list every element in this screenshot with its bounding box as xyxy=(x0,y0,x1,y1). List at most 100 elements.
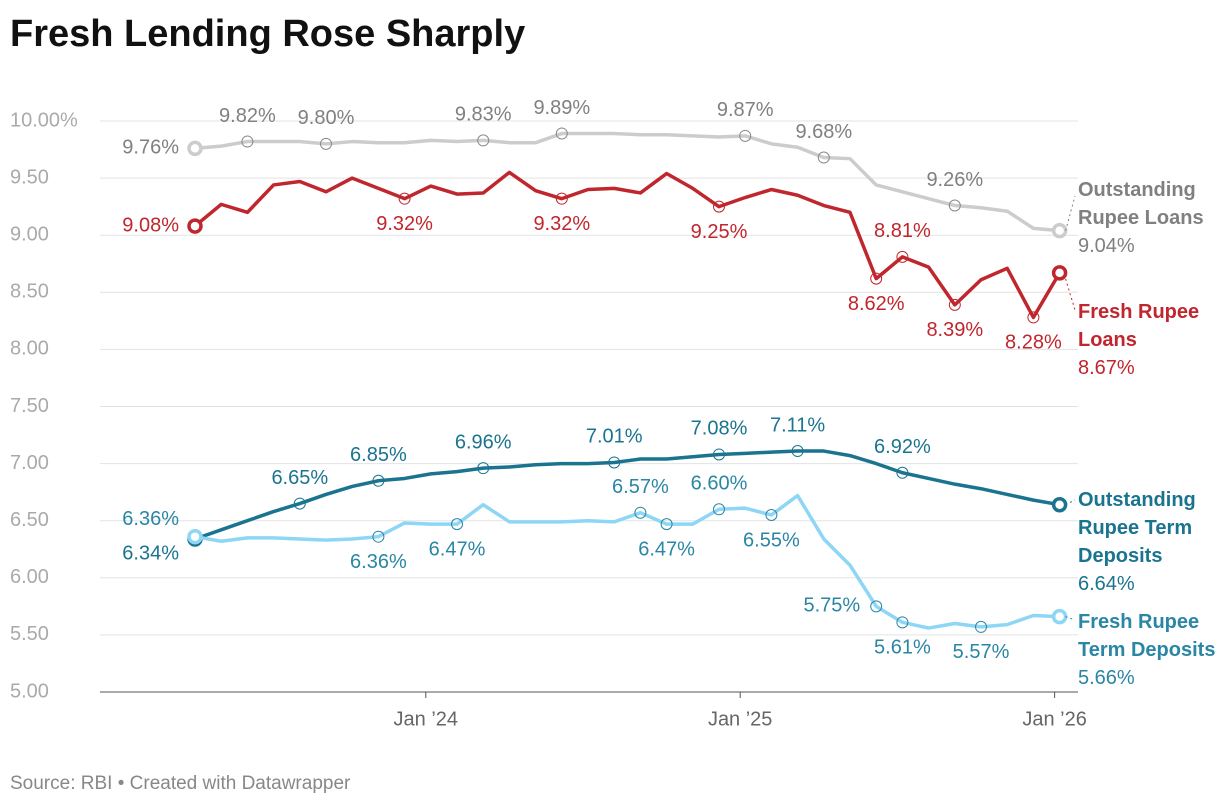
point-marker xyxy=(293,497,306,510)
data-label: 6.36% xyxy=(350,551,407,573)
legend-entry: Fresh Rupee Loans 8.67% xyxy=(1078,298,1218,382)
point-marker xyxy=(187,528,203,545)
leader xyxy=(1065,499,1076,506)
data-label: 9.82% xyxy=(219,105,276,127)
point-marker xyxy=(948,199,961,212)
x-tick-label: Jan ’26 xyxy=(1022,708,1087,730)
legend-entry: Fresh Rupee Term Deposits 5.66% xyxy=(1078,608,1218,692)
point-marker xyxy=(975,620,987,633)
data-label: 6.85% xyxy=(350,444,407,466)
point-marker xyxy=(896,616,909,629)
data-label: 8.39% xyxy=(926,319,983,341)
data-label: 5.57% xyxy=(953,641,1010,663)
data-label: 9.08% xyxy=(122,214,179,236)
data-label: 5.75% xyxy=(803,595,860,617)
data-label: 6.92% xyxy=(874,436,931,458)
y-tick-label: 9.00 xyxy=(10,223,49,245)
data-label: 6.55% xyxy=(743,529,800,551)
data-label: 8.62% xyxy=(848,293,905,315)
data-label: 9.83% xyxy=(455,104,512,126)
leader xyxy=(1065,278,1076,311)
point-marker xyxy=(948,298,961,311)
point-marker xyxy=(555,192,568,205)
point-marker xyxy=(187,218,203,234)
legend-name: Fresh Rupee Term Deposits xyxy=(1078,611,1216,661)
data-label: 7.11% xyxy=(770,414,825,436)
point-marker xyxy=(817,151,830,164)
x-tick-label: Jan ’25 xyxy=(708,708,773,730)
point-marker xyxy=(713,448,725,461)
point-marker xyxy=(451,518,463,531)
x-tick-label: Jan ’24 xyxy=(394,708,459,730)
point-marker xyxy=(896,466,909,479)
series-line xyxy=(194,131,1060,233)
data-label: 9.25% xyxy=(691,221,748,243)
y-tick-label: 7.00 xyxy=(10,452,49,474)
leader xyxy=(1065,195,1076,231)
data-label: 9.80% xyxy=(298,107,355,129)
point-marker xyxy=(1051,265,1068,281)
source: Source: RBI • Created with Datawrapper xyxy=(10,773,351,794)
y-tick-label: 5.50 xyxy=(10,623,49,645)
point-marker xyxy=(713,503,725,516)
point-marker xyxy=(187,140,203,157)
legend-name: Outstanding Rupee Term Deposits xyxy=(1078,489,1196,567)
point-marker xyxy=(739,129,752,142)
data-label: 6.57% xyxy=(612,476,669,498)
point-marker xyxy=(896,250,909,263)
end-value-label: 8.67% xyxy=(1078,357,1135,379)
point-marker xyxy=(791,445,804,458)
point-marker xyxy=(1051,608,1068,625)
data-label: 9.32% xyxy=(376,213,433,235)
y-tick-label: 7.50 xyxy=(10,395,49,417)
point-marker xyxy=(372,474,385,487)
point-marker xyxy=(477,462,490,475)
series-line xyxy=(193,170,1062,320)
y-tick-label: 8.50 xyxy=(10,281,49,303)
y-tick-label: 6.00 xyxy=(10,566,49,588)
data-label: 9.89% xyxy=(533,97,590,119)
data-label: 8.28% xyxy=(1005,332,1062,354)
point-marker xyxy=(1027,311,1040,324)
end-value-label: 6.64% xyxy=(1078,573,1135,595)
point-marker xyxy=(870,272,883,285)
data-label: 9.26% xyxy=(926,169,983,191)
data-label: 6.34% xyxy=(122,542,179,564)
point-marker xyxy=(241,135,254,148)
point-marker xyxy=(372,530,385,543)
point-marker xyxy=(477,134,490,147)
end-value-label: 9.04% xyxy=(1078,235,1135,257)
data-label: 6.47% xyxy=(429,538,486,560)
point-marker xyxy=(398,192,411,205)
data-label: 9.87% xyxy=(717,99,774,121)
data-label: 6.60% xyxy=(691,473,748,495)
point-marker xyxy=(870,600,883,613)
series-line xyxy=(194,449,1060,541)
end-value-label: 5.66% xyxy=(1078,667,1135,689)
y-tick-label: 8.00 xyxy=(10,338,49,360)
y-tick-label: 6.50 xyxy=(10,509,49,531)
data-label: 6.47% xyxy=(638,538,695,560)
chart-title: Fresh Lending Rose Sharply xyxy=(10,13,525,55)
data-label: 6.96% xyxy=(455,431,512,453)
point-marker xyxy=(1051,496,1068,513)
data-label: 5.61% xyxy=(874,637,931,659)
point-marker xyxy=(320,137,332,150)
data-label: 9.68% xyxy=(795,121,852,143)
point-marker xyxy=(713,200,725,213)
y-tick-label: 10.00% xyxy=(10,109,78,131)
data-label: 7.08% xyxy=(691,418,748,440)
point-marker xyxy=(555,127,568,140)
series-line xyxy=(194,493,1060,630)
data-label: 8.81% xyxy=(874,220,931,242)
data-label: 7.01% xyxy=(586,426,643,448)
data-label: 6.65% xyxy=(271,467,328,489)
legend-entry: Outstanding Rupee Term Deposits 6.64% xyxy=(1078,486,1218,598)
point-marker xyxy=(660,518,673,531)
legend-name: Fresh Rupee Loans xyxy=(1078,301,1200,351)
leader xyxy=(1065,616,1076,621)
legend-name: Outstanding Rupee Loans xyxy=(1078,179,1204,229)
data-label: 9.32% xyxy=(533,213,590,235)
